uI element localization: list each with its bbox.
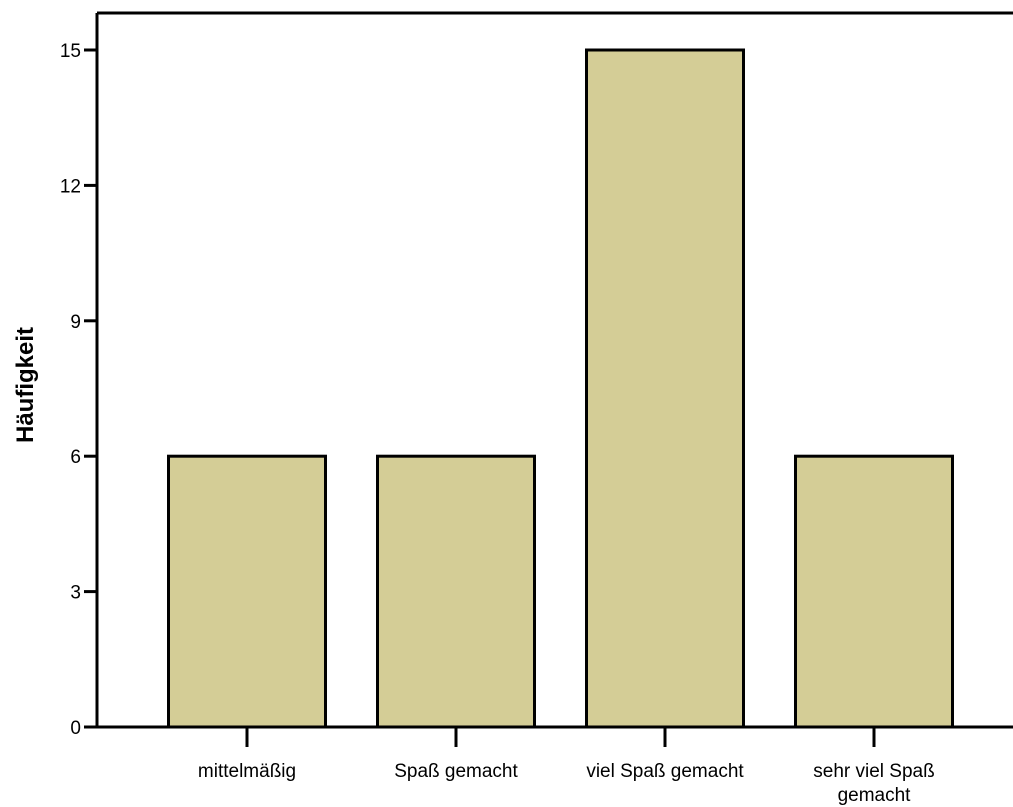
- x-tick-label-line: mittelmäßig: [198, 761, 296, 782]
- x-tick-label-2: Spaß gemacht: [394, 761, 518, 782]
- x-tick-label-line: Spaß gemacht: [394, 761, 518, 782]
- y-tick-label-12: 12: [60, 176, 81, 197]
- bar-1: [167, 454, 327, 729]
- y-tick-label-6: 6: [70, 447, 81, 468]
- x-tick-label-line: viel Spaß gemacht: [586, 761, 744, 782]
- bars-group: [167, 48, 954, 729]
- x-tick-label-line: sehr viel Spaß: [813, 761, 934, 782]
- x-ticks-group: mittelmäßig Spaß gemacht viel Spaß gemacht…: [198, 727, 935, 806]
- bar-4: [794, 454, 954, 729]
- x-tick-label-4: sehr viel Spaß gemacht: [813, 761, 934, 806]
- x-tick-label-line: gemacht: [838, 785, 912, 806]
- y-axis-title: Häufigkeit: [12, 327, 39, 443]
- x-tick-label-1: mittelmäßig: [198, 761, 296, 782]
- bar-2: [376, 454, 536, 729]
- bar-3: [585, 48, 745, 729]
- y-ticks-group: 0 3 6 9 12 15: [60, 41, 97, 739]
- y-axis-title-group: Häufigkeit: [12, 327, 39, 443]
- x-tick-label-3: viel Spaß gemacht: [586, 761, 744, 782]
- y-tick-label-3: 3: [70, 583, 81, 604]
- y-tick-label-15: 15: [60, 41, 81, 62]
- y-tick-label-0: 0: [70, 718, 81, 739]
- y-tick-label-9: 9: [70, 312, 81, 333]
